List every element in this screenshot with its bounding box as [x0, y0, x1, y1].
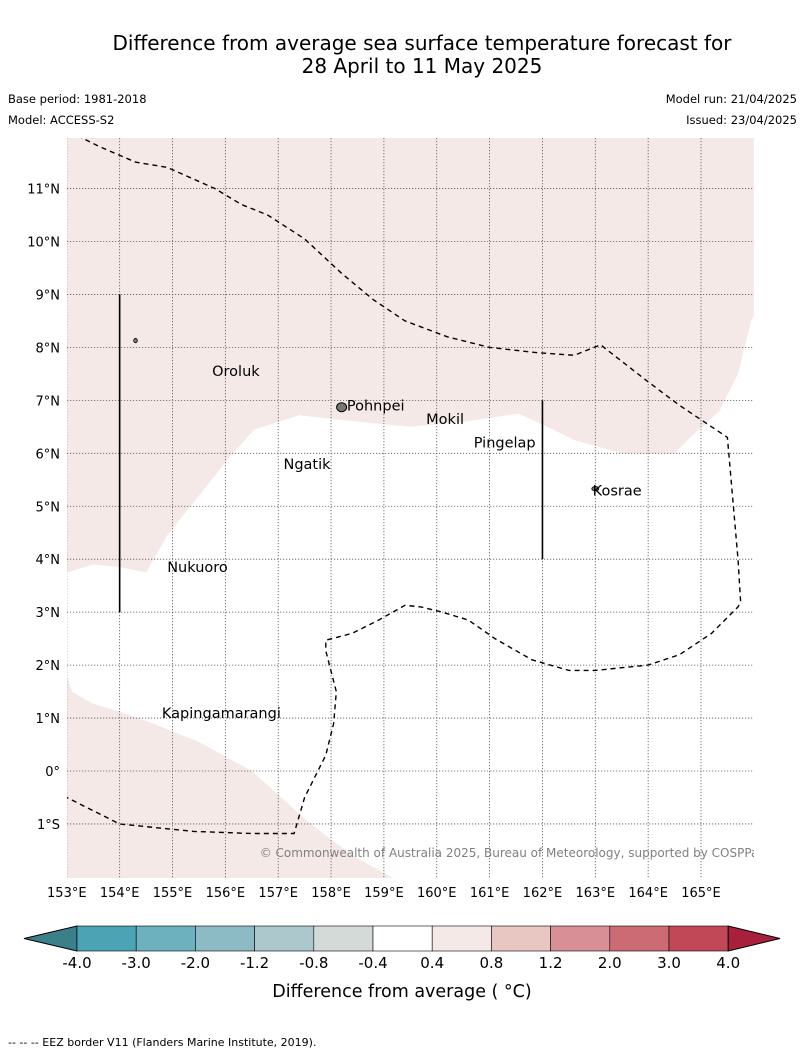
map-area: © Commonwealth of Australia 2025, Bureau… [67, 138, 765, 878]
lat-tick-label: 1°N [36, 712, 61, 727]
lat-tick-label: 9°N [36, 288, 61, 303]
colorbar-tick-label: 3.0 [657, 954, 681, 972]
place-label: Pingelap [474, 436, 536, 452]
colorbar-bin [313, 925, 374, 952]
place-label: Pohnpei [347, 399, 405, 415]
place-label: Kosrae [593, 483, 642, 499]
colorbar-tick-label: -0.4 [358, 954, 387, 972]
colorbar-tick-label: -4.0 [62, 954, 91, 972]
lon-tick-label: 161°E [470, 886, 510, 901]
lon-tick-label: 163°E [576, 886, 616, 901]
lat-tick-label: 1°S [37, 818, 60, 833]
model-label: Model: ACCESS-S2 [8, 113, 115, 127]
colorbar-tick-label: 2.0 [598, 954, 622, 972]
colorbar-bin [76, 925, 137, 952]
colorbar-tick-label: 0.8 [479, 954, 503, 972]
issued-label: Issued: 23/04/2025 [686, 113, 797, 127]
lat-tick-label: 11°N [27, 183, 60, 198]
lat-tick-label: 7°N [36, 394, 61, 409]
place-label: Kapingamarangi [162, 706, 281, 722]
colorbar-bin [195, 925, 255, 952]
lon-tick-label: 158°E [311, 886, 351, 901]
colorbar-tick-label: 1.2 [539, 954, 563, 972]
lon-tick-label: 159°E [364, 886, 404, 901]
copyright-text: © Commonwealth of Australia 2025, Bureau… [260, 846, 765, 860]
colorbar-low-extend [23, 925, 78, 952]
lat-tick-label: 5°N [36, 500, 61, 515]
lon-tick-label: 162°E [523, 886, 563, 901]
small-atoll [133, 337, 138, 344]
place-label: Mokil [426, 412, 464, 428]
lon-tick-label: 155°E [153, 886, 193, 901]
eez-border-layer [67, 138, 742, 835]
island-layer [133, 337, 600, 492]
lat-tick-label: 10°N [27, 236, 60, 251]
latitude-ticks: 11°N 10°N 9°N 8°N 7°N 6°N 5°N 4°N 3°N 2°N 1°N 0° 1°S [27, 183, 60, 833]
lon-tick-label: 165°E [681, 886, 721, 901]
colorbar-title: Difference from average ( °C) [272, 982, 531, 1002]
colorbar-bin [668, 925, 729, 952]
lat-tick-label: 2°N [36, 659, 61, 674]
colorbar-tick-label: -0.8 [299, 954, 328, 972]
place-label: Nukuoro [167, 560, 228, 576]
lon-tick-label: 153°E [47, 886, 87, 901]
lat-tick-label: 4°N [36, 553, 61, 568]
grid-layer [67, 138, 754, 878]
colorbar-bin [254, 925, 315, 952]
title-line-1: Difference from average sea surface temp… [112, 31, 732, 55]
colorbar-tick-label: -2.0 [181, 954, 210, 972]
place-label: Ngatik [283, 457, 331, 473]
colorbar-high-extend [727, 925, 781, 952]
lon-tick-label: 154°E [100, 886, 140, 901]
colorbar-bin [431, 925, 492, 952]
lon-tick-label: 157°E [258, 886, 298, 901]
title-line-2: 28 April to 11 May 2025 [301, 54, 543, 78]
place-label: Oroluk [212, 364, 260, 380]
colorbar-bin [550, 925, 611, 952]
eez-footnote: -- -- -- EEZ border V11 (Flanders Marine… [8, 1036, 317, 1049]
colorbar-bin [491, 925, 551, 952]
lon-tick-label: 164°E [628, 886, 668, 901]
lat-tick-label: 8°N [36, 341, 61, 356]
chart-title: Difference from average sea surface temp… [0, 32, 804, 78]
colorbar-bin [372, 925, 433, 952]
place-label-layer: Oroluk Pohnpei Mokil Pingelap Ngatik Kosrae Nu… [162, 364, 642, 722]
colorbar-tick-label: 0.4 [420, 954, 444, 972]
colorbar-tick-label: -3.0 [122, 954, 151, 972]
lon-tick-label: 160°E [417, 886, 457, 901]
colorbar-bin [609, 925, 670, 952]
longitude-ticks: 153°E 154°E 155°E 156°E 157°E 158°E 159°E 160°E… [47, 886, 721, 901]
warm-anomaly-north [67, 138, 754, 573]
colorbar-bin [135, 925, 196, 952]
colorbar-tick-label: -1.2 [240, 954, 269, 972]
colorbar-tick-label: 4.0 [716, 954, 740, 972]
kosrae-island [591, 486, 600, 492]
lon-tick-label: 156°E [206, 886, 246, 901]
base-period-label: Base period: 1981-2018 [8, 92, 147, 106]
lat-tick-label: 0° [45, 765, 60, 780]
colorbar: -4.0 -3.0 -2.0 -1.2 -0.8 -0.4 0.4 0.8 1.2 2.0 3.0 4… [23, 925, 781, 972]
model-run-label: Model run: 21/04/2025 [665, 92, 797, 106]
eez-border-line [67, 138, 742, 835]
lat-tick-label: 6°N [36, 447, 61, 462]
pohnpei-island [336, 402, 348, 413]
lat-tick-label: 3°N [36, 606, 61, 621]
